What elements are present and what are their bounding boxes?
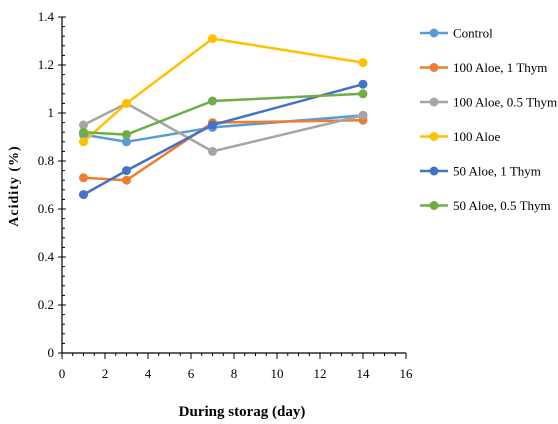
x-tick-label: 2 bbox=[102, 366, 109, 381]
legend-item: 50 Aloe, 1 Thym bbox=[420, 164, 541, 179]
data-point bbox=[358, 79, 368, 89]
legend-swatch-marker bbox=[429, 28, 439, 38]
data-point bbox=[122, 130, 131, 140]
x-tick-label: 16 bbox=[400, 366, 414, 381]
series-line bbox=[83, 118, 364, 182]
data-point bbox=[122, 137, 131, 147]
x-axis-title: During storag (day) bbox=[179, 404, 306, 420]
x-tick-label: 0 bbox=[59, 366, 66, 381]
legend-item: 50 Aloe, 0.5 Thym bbox=[420, 198, 551, 213]
data-point bbox=[358, 89, 368, 99]
legend-label: 50 Aloe, 0.5 Thym bbox=[453, 198, 551, 213]
x-tick-label: 10 bbox=[271, 366, 284, 381]
series-line bbox=[82, 82, 364, 196]
legend-swatch-marker bbox=[429, 63, 439, 72]
series-6 bbox=[79, 89, 368, 140]
chart-axes: 0 0.2 0.4 0.6 0.8 1 1.2 1.4 0 2 4 6 8 10 12 14 16 bbox=[38, 9, 413, 381]
y-tick-label: 1 bbox=[48, 105, 55, 120]
data-point bbox=[79, 173, 88, 183]
legend-item: Control bbox=[420, 26, 493, 41]
legend-swatch-marker bbox=[429, 97, 439, 107]
data-point bbox=[79, 127, 88, 137]
series-line bbox=[83, 92, 364, 136]
data-point bbox=[79, 190, 88, 200]
x-tick-label: 6 bbox=[188, 366, 195, 381]
legend-label: 50 Aloe, 1 Thym bbox=[453, 164, 541, 179]
series-4 bbox=[79, 34, 368, 147]
legend-label: Control bbox=[453, 26, 493, 41]
data-point bbox=[79, 120, 88, 130]
series-5 bbox=[79, 79, 368, 200]
y-tick-label: 0.2 bbox=[38, 297, 54, 312]
chart-series bbox=[79, 34, 368, 200]
chart-legend: Control 100 Aloe, 1 Thym 100 Aloe, 0.5 Thy… bbox=[420, 26, 557, 213]
x-tick-label: 14 bbox=[357, 366, 371, 381]
y-tick-label: 1.4 bbox=[38, 9, 55, 24]
y-tick-label: 0 bbox=[48, 345, 55, 360]
data-point bbox=[79, 137, 88, 147]
y-tick-label: 0.8 bbox=[38, 153, 54, 168]
legend-label: 100 Aloe, 1 Thym bbox=[453, 60, 547, 75]
data-point bbox=[358, 110, 368, 120]
data-point bbox=[208, 120, 217, 130]
series-3 bbox=[79, 98, 368, 156]
x-tick-label: 4 bbox=[145, 366, 152, 381]
legend-swatch-marker bbox=[429, 201, 439, 210]
y-tick-label: 1.2 bbox=[38, 57, 54, 72]
series-line bbox=[82, 102, 364, 153]
legend-label: 100 Aloe bbox=[453, 129, 501, 144]
legend-swatch-marker bbox=[429, 132, 439, 141]
legend-item: 100 Aloe, 0.5 Thym bbox=[420, 95, 557, 110]
legend-swatch-marker bbox=[429, 166, 439, 176]
legend-item: 100 Aloe, 1 Thym bbox=[420, 60, 547, 75]
series-line bbox=[82, 37, 364, 143]
data-point bbox=[358, 58, 368, 68]
x-tick-label: 8 bbox=[231, 366, 238, 381]
legend-item: 100 Aloe bbox=[420, 129, 501, 144]
series-1 bbox=[79, 110, 368, 147]
x-tick-label: 12 bbox=[314, 366, 327, 381]
data-point bbox=[122, 98, 131, 108]
y-tick-label: 0.4 bbox=[38, 249, 55, 264]
y-tick-label: 0.6 bbox=[38, 201, 55, 216]
data-point bbox=[208, 146, 217, 156]
legend-label: 100 Aloe, 0.5 Thym bbox=[453, 95, 557, 110]
data-point bbox=[122, 175, 131, 185]
y-axis-title: Acidity (%) bbox=[7, 145, 22, 226]
data-point bbox=[122, 166, 131, 176]
data-point bbox=[208, 96, 217, 106]
data-point bbox=[208, 34, 217, 44]
